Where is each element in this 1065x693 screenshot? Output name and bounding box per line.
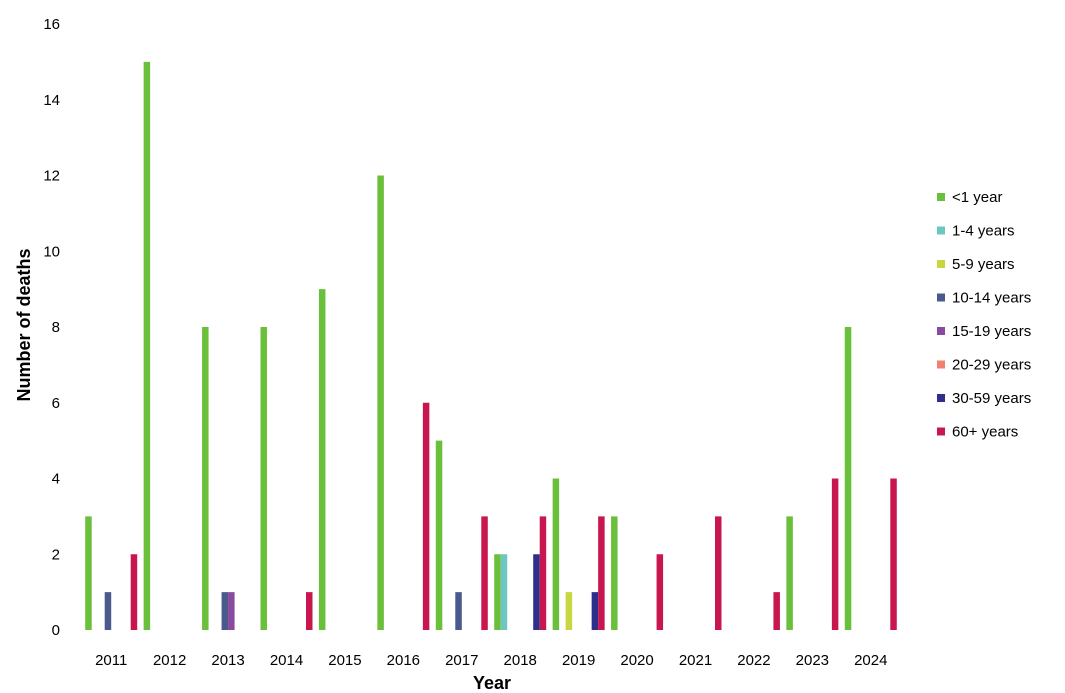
y-tick-label: 2 — [52, 546, 60, 563]
bar-30-59-years-2019 — [591, 592, 599, 631]
legend-swatch — [937, 427, 945, 436]
bar-60-years-2018 — [539, 516, 547, 631]
legend-swatch — [937, 260, 945, 268]
y-tick-label: 0 — [52, 622, 60, 639]
x-tick-label: 2016 — [387, 652, 420, 669]
bar-1-4-years-2018 — [500, 554, 508, 630]
legend-swatch — [937, 193, 945, 201]
y-tick-label: 6 — [52, 395, 60, 412]
bar-10-14-years-2013 — [221, 592, 229, 631]
bar-60-years-2016 — [422, 402, 430, 630]
bar-15-19-years-2013 — [228, 592, 235, 631]
legend-label: 30-59 years — [952, 390, 1031, 407]
x-tick-label: 2019 — [562, 652, 595, 669]
legend-swatch — [937, 327, 945, 335]
bar--1-year-2024 — [844, 327, 852, 630]
legend-label: <1 year — [952, 189, 1002, 206]
bar-60-years-2011 — [130, 554, 138, 630]
x-tick-label: 2011 — [95, 652, 127, 669]
bar--1-year-2012 — [143, 61, 151, 631]
bar-60-years-2017 — [481, 516, 488, 631]
x-tick-label: 2020 — [620, 652, 653, 669]
y-axis: 0 2 4 6 8 10 12 14 16 — [43, 16, 60, 639]
x-tick-label: 2021 — [679, 652, 712, 669]
bar-60-years-2021 — [715, 516, 722, 631]
bar-60-years-2023 — [831, 478, 839, 630]
bar-60-years-2020 — [656, 554, 664, 630]
bar--1-year-2019 — [552, 478, 560, 630]
legend-label: 5-9 years — [952, 256, 1015, 273]
legend-label: 60+ years — [952, 424, 1018, 441]
bar--1-year-2023 — [786, 516, 793, 631]
x-tick-label: 2012 — [153, 652, 186, 669]
x-tick-label: 2017 — [445, 652, 478, 669]
legend-swatch — [937, 394, 945, 402]
bar--1-year-2020 — [611, 516, 618, 631]
legend-label: 10-14 years — [952, 290, 1031, 307]
x-tick-label: 2024 — [854, 652, 887, 669]
x-axis-title: Year — [473, 673, 511, 693]
x-tick-label: 2013 — [211, 652, 244, 669]
bar-10-14-years-2011 — [104, 592, 112, 631]
y-tick-label: 10 — [43, 243, 60, 260]
y-tick-label: 14 — [43, 92, 60, 109]
bar--1-year-2016 — [377, 175, 384, 630]
bar-60-years-2019 — [598, 516, 605, 631]
legend-label: 1-4 years — [952, 223, 1015, 240]
y-tick-label: 4 — [52, 471, 60, 488]
bar--1-year-2011 — [85, 516, 92, 631]
legend-swatch — [937, 360, 945, 369]
legend-label: 20-29 years — [952, 357, 1031, 374]
legend-swatch — [937, 293, 945, 302]
y-tick-label: 12 — [43, 168, 60, 185]
legend-label: 15-19 years — [952, 323, 1031, 340]
bar-60-years-2022 — [773, 592, 780, 631]
y-tick-label: 8 — [52, 319, 60, 336]
bar--1-year-2018 — [494, 554, 501, 630]
bar--1-year-2013 — [202, 327, 209, 630]
y-tick-label: 16 — [43, 16, 60, 33]
bar--1-year-2015 — [318, 289, 326, 631]
legend: <1 year 1-4 years 5-9 years 10-14 years 15-1… — [937, 189, 1031, 441]
x-tick-label: 2022 — [737, 652, 770, 669]
bar-60-years-2024 — [890, 478, 897, 630]
bar-30-59-years-2018 — [533, 554, 540, 630]
x-tick-label: 2023 — [796, 652, 829, 669]
plot-area — [85, 61, 897, 631]
x-axis: 2011 2012 2013 2014 2015 2016 2017 2018 2019 2020… — [95, 652, 887, 669]
bar--1-year-2017 — [435, 440, 443, 631]
bar-10-14-years-2017 — [455, 592, 462, 631]
x-tick-label: 2015 — [328, 652, 361, 669]
bar-60-years-2014 — [306, 592, 313, 631]
bar-5-9-years-2019 — [565, 592, 573, 631]
legend-swatch — [937, 226, 945, 235]
x-tick-label: 2014 — [270, 652, 303, 669]
x-tick-label: 2018 — [504, 652, 537, 669]
y-axis-title: Number of deaths — [14, 248, 34, 401]
bar--1-year-2014 — [260, 327, 267, 630]
